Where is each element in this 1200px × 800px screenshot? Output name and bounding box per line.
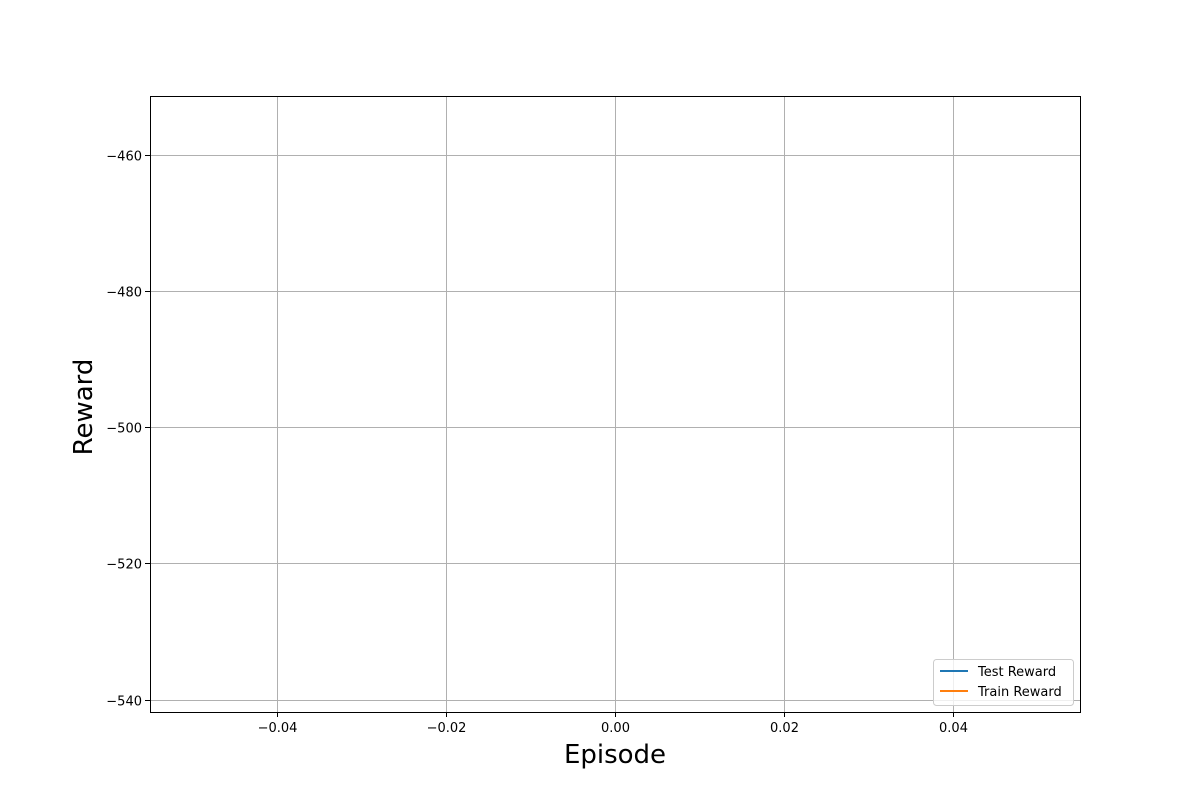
x-tick-label: −0.02	[427, 721, 467, 736]
x-tick-label: −0.04	[258, 721, 298, 736]
legend: Test Reward Train Reward	[933, 659, 1074, 706]
y-tick-label: −480	[106, 286, 142, 301]
grid-lines	[150, 96, 1080, 712]
y-tick-label: −540	[106, 695, 142, 710]
legend-box	[933, 659, 1074, 706]
x-tick-label: 0.02	[770, 721, 799, 736]
x-tick-label: 0.04	[939, 721, 968, 736]
y-tick-label: −460	[106, 150, 142, 165]
x-axis-label: Episode	[564, 740, 666, 770]
x-tick-label: 0.00	[601, 721, 630, 736]
x-ticks: −0.04 −0.02 0.00 0.02 0.04	[258, 712, 968, 736]
y-axis-label: Reward	[69, 359, 99, 456]
y-ticks: −460 −480 −500 −520 −540	[106, 150, 150, 710]
legend-test-reward-label: Test Reward	[977, 665, 1056, 680]
legend-train-reward-label: Train Reward	[977, 685, 1062, 700]
y-tick-label: −500	[106, 422, 142, 437]
y-tick-label: −520	[106, 558, 142, 573]
